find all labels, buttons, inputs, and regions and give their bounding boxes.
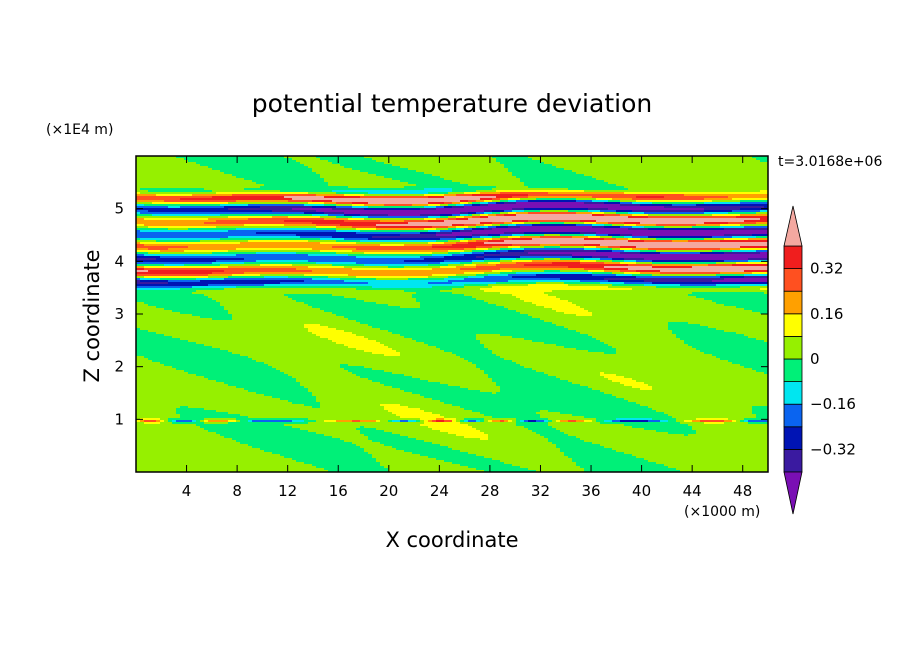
y-units-label: (×1E4 m) bbox=[46, 122, 113, 138]
contour-field bbox=[136, 156, 769, 473]
chart-title: potential temperature deviation bbox=[252, 89, 652, 118]
time-label: t=3.0168e+06 bbox=[778, 154, 882, 170]
